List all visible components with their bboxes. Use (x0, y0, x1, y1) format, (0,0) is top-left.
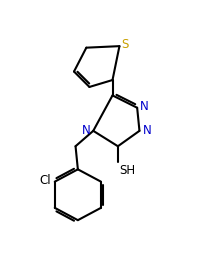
Text: S: S (122, 38, 129, 51)
Text: Cl: Cl (39, 174, 51, 187)
Text: N: N (143, 124, 151, 137)
Text: N: N (140, 100, 149, 114)
Text: SH: SH (119, 164, 136, 177)
Text: N: N (81, 123, 90, 137)
